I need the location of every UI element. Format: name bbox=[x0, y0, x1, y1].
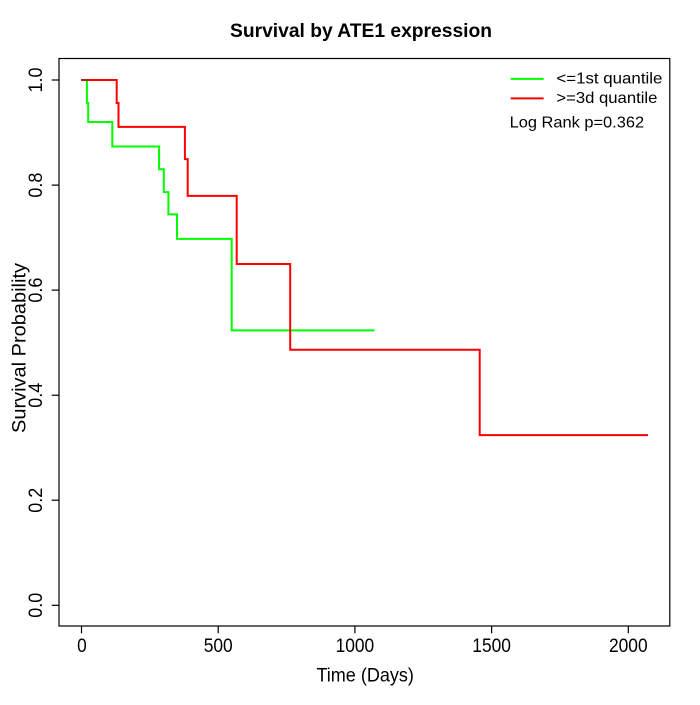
svg-text:Time (Days): Time (Days) bbox=[316, 664, 414, 686]
svg-text:2000: 2000 bbox=[609, 635, 648, 657]
svg-text:0.8: 0.8 bbox=[25, 173, 47, 198]
svg-text:0.0: 0.0 bbox=[25, 593, 47, 618]
svg-text:0: 0 bbox=[77, 635, 87, 657]
svg-text:0.4: 0.4 bbox=[25, 383, 47, 408]
svg-text:1500: 1500 bbox=[472, 635, 511, 657]
svg-text:0.6: 0.6 bbox=[25, 278, 47, 303]
svg-text:1.0: 1.0 bbox=[25, 67, 47, 92]
svg-text:500: 500 bbox=[204, 635, 233, 657]
svg-text:Log Rank p=0.362: Log Rank p=0.362 bbox=[510, 115, 645, 132]
svg-text:Survival by ATE1 expression: Survival by ATE1 expression bbox=[230, 20, 492, 42]
svg-text:1000: 1000 bbox=[336, 635, 375, 657]
svg-text:0.2: 0.2 bbox=[25, 488, 47, 513]
svg-text:Survival Probability: Survival Probability bbox=[9, 263, 31, 433]
svg-text:<=1st quantile: <=1st quantile bbox=[556, 70, 662, 87]
svg-text:>=3d quantile: >=3d quantile bbox=[556, 90, 657, 107]
